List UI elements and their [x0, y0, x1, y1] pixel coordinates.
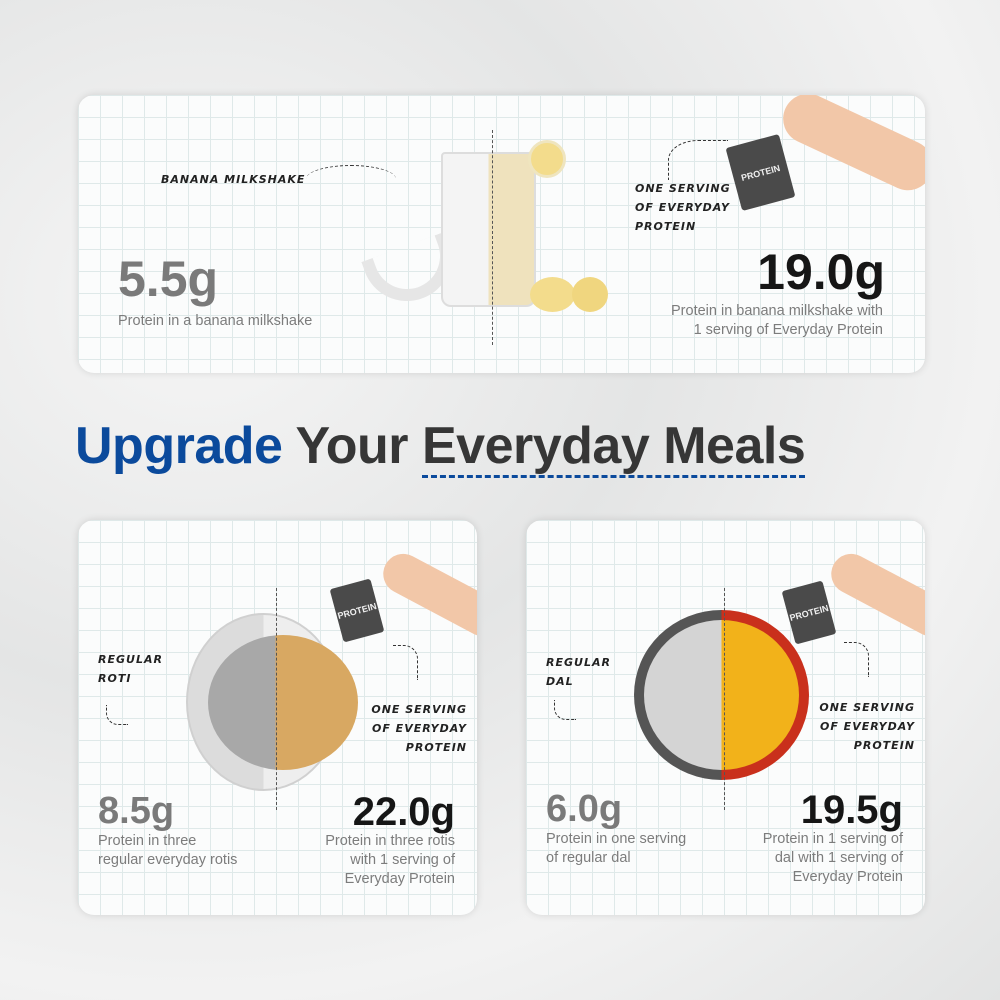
protein-pack-image: PROTEIN: [329, 578, 385, 643]
arrow-icon: [844, 642, 869, 677]
roti-image: [208, 635, 358, 770]
arrow-left-icon: [306, 165, 396, 193]
dal-boost-desc: Protein in 1 serving of dal with 1 servin…: [763, 830, 903, 887]
desc-line: of regular dal: [546, 850, 631, 866]
banana-slice-image: [528, 140, 566, 178]
label-line: PROTEIN: [405, 741, 467, 754]
label-line: OF EVERYDAY: [819, 720, 915, 733]
label-line: REGULAR: [546, 656, 611, 669]
banana-slice-image: [530, 277, 575, 312]
arrow-icon: [106, 705, 128, 725]
milkshake-boost-value: 19.0g: [757, 244, 885, 300]
roti-card: REGULAR ROTI PROTEIN ONE SERVING OF EVERYD…: [78, 520, 477, 915]
desc-line: Everyday Protein: [344, 871, 455, 887]
desc-line: regular everyday rotis: [98, 852, 238, 868]
divider-line: [276, 588, 277, 810]
desc-line: Protein in three rotis: [325, 833, 455, 849]
banana-slice-image: [572, 277, 608, 312]
milkshake-glass-image: [441, 152, 536, 307]
divider-line: [724, 588, 725, 810]
label-line: OF EVERYDAY: [371, 722, 467, 735]
hand-image: [774, 95, 925, 199]
dal-pack-label: ONE SERVING OF EVERYDAY PROTEIN: [819, 698, 915, 755]
desc-line: with 1 serving of: [350, 852, 455, 868]
dal-card: REGULAR DAL PROTEIN ONE SERVING OF EVERYDA…: [526, 520, 925, 915]
title-word: Your: [295, 417, 409, 475]
dal-image: [644, 620, 799, 770]
label-line: PROTEIN: [853, 739, 915, 752]
roti-pack-label: ONE SERVING OF EVERYDAY PROTEIN: [371, 700, 467, 757]
label-line: ONE SERVING: [819, 701, 915, 714]
label-line: ONE SERVING: [371, 703, 467, 716]
desc-line: Protein in 1 serving of: [762, 831, 903, 847]
hand-image: [824, 546, 925, 644]
dal-label: REGULAR DAL: [546, 653, 611, 691]
page-title: Upgrade Your Everyday Meals: [75, 416, 806, 478]
roti-label: REGULAR ROTI: [98, 650, 163, 688]
arrow-icon: [393, 645, 418, 680]
milkshake-boost-desc: Protein in banana milkshake with 1 servi…: [671, 302, 883, 340]
title-underlined: Everyday Meals: [421, 417, 806, 478]
desc-line: Protein in three: [98, 833, 197, 849]
milkshake-base-desc: Protein in a banana milkshake: [118, 313, 313, 329]
milkshake-base-value: 5.5g: [118, 251, 219, 307]
protein-pack-image: PROTEIN: [781, 580, 837, 645]
milkshake-card: BANANA MILKSHAKE 5.5g Protein in a banan…: [78, 95, 925, 373]
dal-base-desc: Protein in one serving of regular dal: [546, 830, 686, 868]
arrow-right-icon: [668, 140, 728, 180]
desc-line: dal with 1 serving of: [774, 850, 903, 866]
desc-line: Protein in one serving: [546, 831, 687, 847]
dal-boost-value: 19.5g: [800, 788, 903, 832]
roti-boost-desc: Protein in three rotis with 1 serving of E…: [325, 832, 455, 889]
milkshake-label: BANANA MILKSHAKE: [161, 173, 306, 186]
desc-line: Protein in banana milkshake with: [671, 303, 883, 319]
desc-line: 1 serving of Everyday Protein: [693, 322, 883, 338]
label-line: ROTI: [98, 672, 132, 685]
label-line: REGULAR: [98, 653, 163, 666]
divider-line: [492, 130, 493, 345]
milkshake-pack-label: ONE SERVING OF EVERYDAY PROTEIN: [635, 182, 731, 233]
roti-base-desc: Protein in three regular everyday rotis: [98, 832, 237, 870]
label-line: DAL: [546, 675, 574, 688]
arrow-icon: [554, 700, 576, 720]
desc-line: Everyday Protein: [792, 869, 903, 885]
title-accent: Upgrade: [75, 417, 283, 475]
roti-base-value: 8.5g: [98, 790, 175, 832]
hand-image: [376, 546, 477, 644]
roti-boost-value: 22.0g: [352, 790, 455, 834]
dal-base-value: 6.0g: [546, 788, 623, 830]
